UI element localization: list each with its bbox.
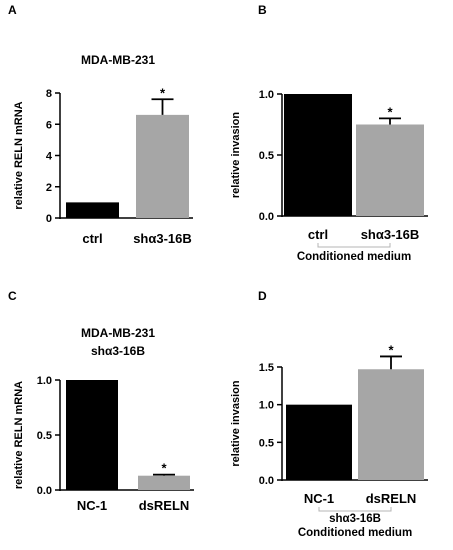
y-axis-label: relative invasion xyxy=(230,112,242,198)
x-tick-label: dsRELN xyxy=(366,491,417,506)
significance-marker: * xyxy=(161,461,167,476)
bar xyxy=(136,114,189,218)
x-tick-label: shα3-16B xyxy=(361,227,420,242)
bar xyxy=(358,369,424,480)
panel-letter: C xyxy=(8,289,17,303)
y-tick-label: 0.0 xyxy=(37,485,52,497)
y-tick-label: 1.0 xyxy=(37,375,52,387)
group-label: shα3-16B xyxy=(329,513,381,525)
group-label: Conditioned medium xyxy=(297,251,411,263)
panel-letter: B xyxy=(258,3,267,17)
bar xyxy=(356,124,424,216)
x-tick-label: ctrl xyxy=(82,231,102,246)
bar xyxy=(286,404,352,480)
x-tick-label: ctrl xyxy=(308,227,328,242)
chart-title: MDA-MB-231 xyxy=(81,326,155,340)
group-sublabel: Conditioned medium xyxy=(298,527,412,539)
significance-marker: * xyxy=(160,85,166,100)
x-tick-label: NC-1 xyxy=(304,491,334,506)
y-axis-label: relative RELN mRNA xyxy=(13,381,25,489)
bar xyxy=(66,380,118,490)
y-axis-label: relative invasion xyxy=(230,380,242,466)
group-bracket xyxy=(318,507,392,512)
y-axis-label: relative RELN mRNA xyxy=(13,101,25,209)
y-tick-label: 0.5 xyxy=(37,430,52,442)
y-tick-label: 0.0 xyxy=(259,211,274,223)
y-tick-label: 4 xyxy=(46,151,53,163)
y-tick-label: 0.0 xyxy=(259,475,274,487)
group-bracket xyxy=(317,243,391,248)
y-tick-label: 0.5 xyxy=(259,437,274,449)
x-tick-label: NC-1 xyxy=(77,498,107,513)
y-tick-label: 8 xyxy=(46,88,52,100)
bar xyxy=(284,94,352,216)
bar xyxy=(66,202,119,218)
panel-letter: A xyxy=(8,3,17,17)
y-tick-label: 6 xyxy=(46,119,52,131)
y-tick-label: 2 xyxy=(46,182,52,194)
y-tick-label: 1.0 xyxy=(259,89,274,101)
y-tick-label: 0 xyxy=(46,213,52,225)
significance-marker: * xyxy=(387,104,393,119)
y-tick-label: 1.0 xyxy=(259,400,274,412)
chart-title: MDA-MB-231 xyxy=(81,53,155,67)
chart-subtitle: shα3-16B xyxy=(91,344,145,358)
x-tick-label: shα3-16B xyxy=(133,231,192,246)
y-tick-label: 1.5 xyxy=(259,362,274,374)
significance-marker: * xyxy=(388,342,394,357)
x-tick-label: dsRELN xyxy=(139,498,190,513)
y-tick-label: 0.5 xyxy=(259,150,274,162)
bar xyxy=(138,475,190,490)
panel-letter: D xyxy=(258,289,267,303)
